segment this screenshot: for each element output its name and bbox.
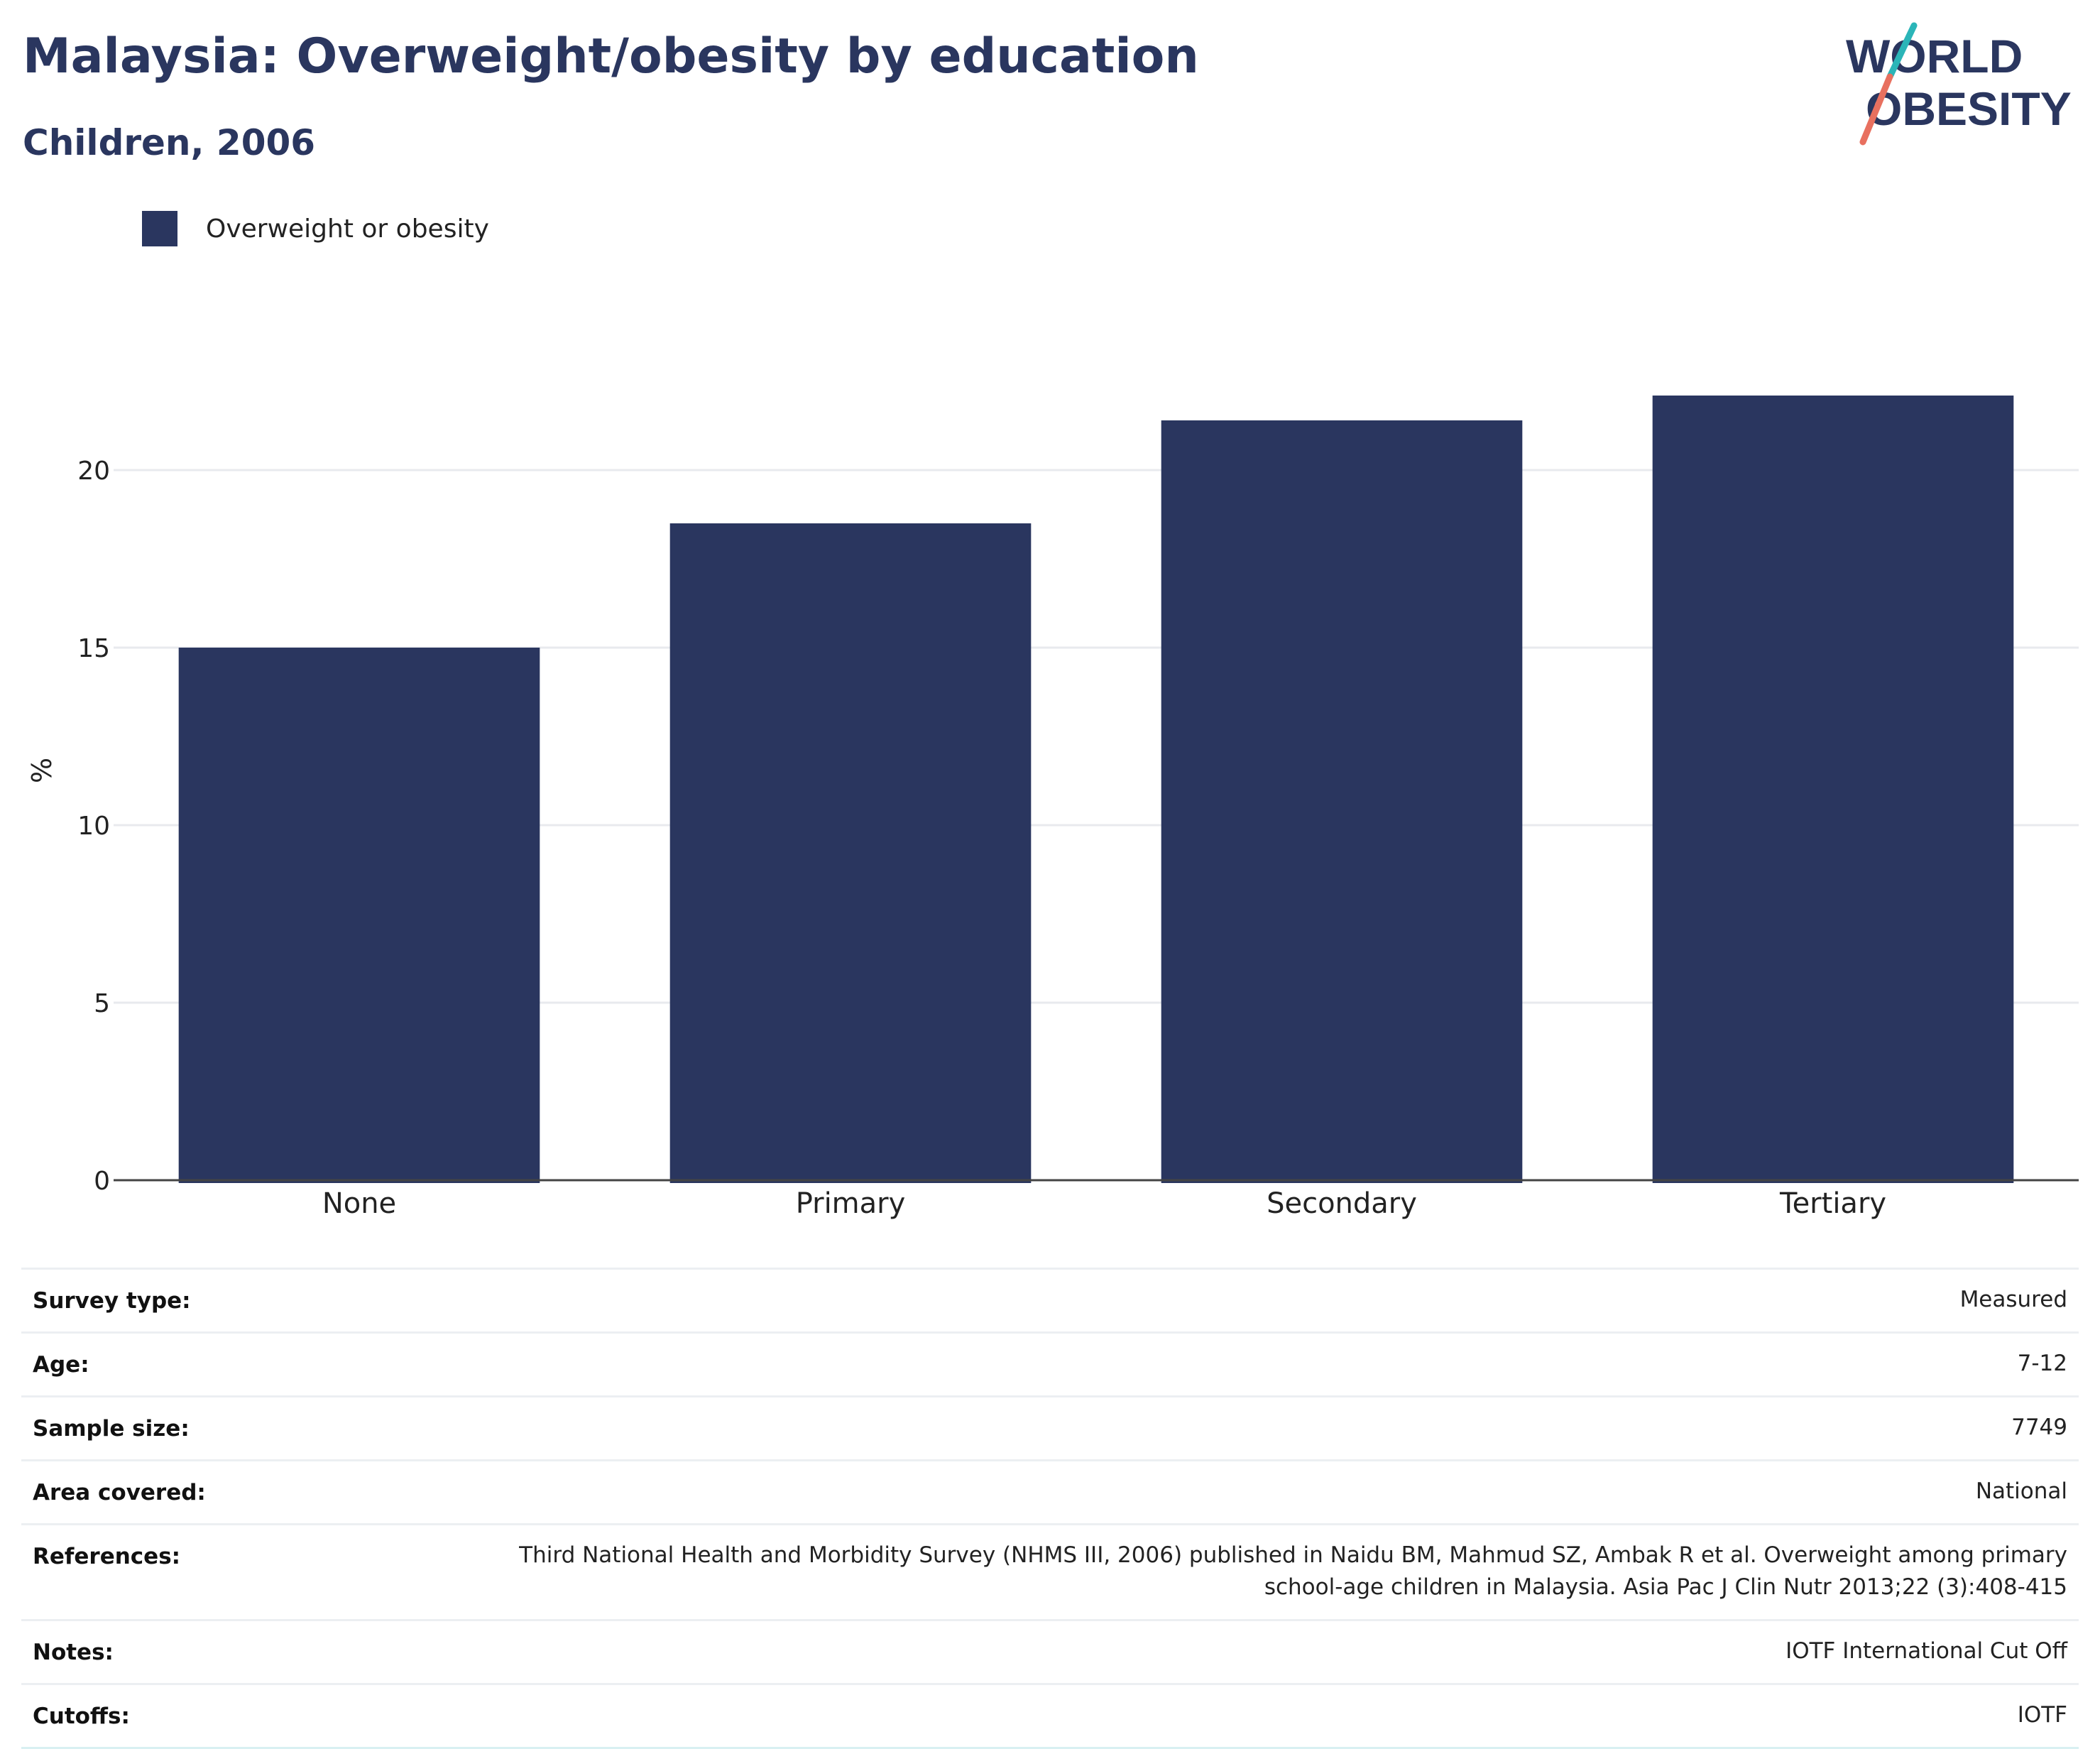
x-tick-label: Tertiary [1779,1187,1886,1220]
info-label: Notes: [33,1640,114,1665]
bar [178,648,540,1183]
legend: Overweight or obesity [142,210,489,247]
x-tick-label: Primary [796,1187,906,1220]
x-tick-label: None [322,1187,396,1220]
chart-title: Malaysia: Overweight/obesity by educatio… [23,28,1199,85]
y-tick-label: 15 [77,634,110,663]
bars [178,396,2014,1183]
info-label: Age: [33,1352,89,1378]
bar-chart: 0 5 10 15 20 None Primary Secondary Tertiary % [26,396,2079,1220]
logo-line2: OBESITY [1866,82,2072,135]
info-row: Age: 7-12 [21,1334,2079,1397]
info-label: Cutoffs: [33,1704,130,1729]
info-row: Cutoffs: IOTF [21,1685,2079,1749]
legend-label: Overweight or obesity [206,214,489,244]
info-value: IOTF International Cut Off [1785,1638,2067,1664]
chart-subtitle: Children, 2006 [23,122,316,163]
info-row: Area covered: National [21,1461,2079,1525]
y-tick-labels: 0 5 10 15 20 [77,457,110,1196]
info-label: Area covered: [33,1480,206,1505]
y-tick-label: 20 [77,457,110,486]
info-row: Notes: IOTF International Cut Off [21,1621,2079,1685]
legend-swatch [142,211,177,246]
info-value: IOTF [2017,1702,2067,1728]
info-label: Sample size: [33,1416,190,1442]
info-label: Survey type: [33,1288,191,1314]
info-value: National [1975,1478,2067,1504]
y-tick-label: 5 [94,989,110,1018]
bar [1161,420,1523,1183]
y-tick-label: 10 [77,812,110,841]
info-value: Measured [1959,1287,2067,1312]
info-row: References: Third National Health and Mor… [21,1525,2079,1621]
logo-line1: WORLD [1846,30,2023,82]
world-obesity-logo: WORLD OBESITY [1846,22,2072,146]
survey-info-table: Survey type: Measured Age: 7-12 Sample size:… [21,1268,2079,1749]
x-tick-labels: None Primary Secondary Tertiary [322,1187,1886,1220]
info-label: References: [33,1544,181,1569]
info-value: Third National Health and Morbidity Surv… [519,1542,2067,1600]
x-tick-label: Secondary [1267,1187,1417,1220]
info-value: 7-12 [2017,1351,2067,1376]
bar [1652,396,2014,1183]
y-tick-label: 0 [94,1167,110,1196]
info-row: Sample size: 7749 [21,1397,2079,1461]
info-row: Survey type: Measured [21,1270,2079,1334]
info-value: 7749 [2011,1415,2067,1440]
y-axis-label: % [26,758,58,783]
bar [669,523,1032,1183]
